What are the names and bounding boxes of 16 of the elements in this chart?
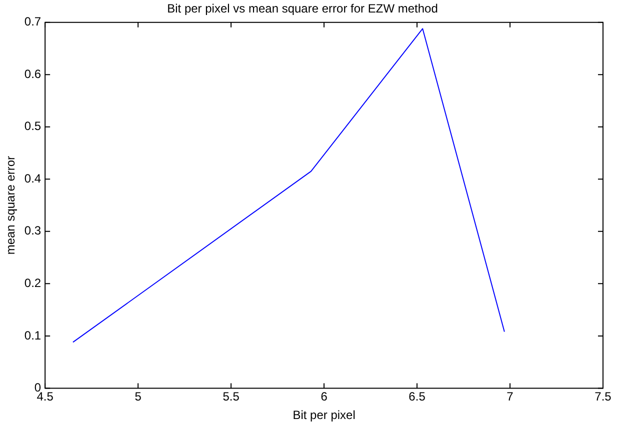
y-tick-label: 0.2 [24,276,42,290]
y-tick-label: 0.3 [24,224,42,238]
x-axis-title: Bit per pixel [292,408,356,422]
y-tick-label: 0.1 [24,328,42,342]
chart-title: Bit per pixel vs mean square error for EZW method [167,2,438,16]
y-tick-label: 0.4 [24,171,42,186]
x-tick-label: 7.5 [594,390,612,404]
x-tick-label: 5 [134,390,142,404]
y-tick-label: 0.7 [24,14,42,29]
x-tick-label: 6.5 [408,390,426,404]
x-tick-label: 7 [506,390,514,404]
x-tick-label: 5.5 [222,390,240,404]
y-tick-label: 0.6 [24,66,42,81]
y-tick-label: 0.5 [24,119,42,134]
y-axis-title: mean square error [4,156,18,255]
x-tick-label: 6 [320,390,328,404]
